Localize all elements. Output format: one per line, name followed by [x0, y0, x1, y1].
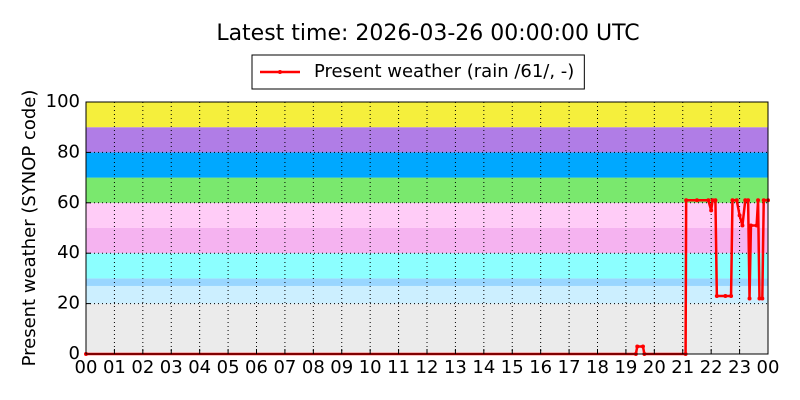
point [640, 344, 645, 349]
x-tick-label: 19 [614, 357, 637, 378]
x-tick-label: 11 [387, 357, 410, 378]
x-tick-label: 17 [558, 357, 581, 378]
bands [86, 102, 768, 354]
x-tick-label: 00 [75, 357, 98, 378]
x-tick-label: 06 [245, 357, 268, 378]
y-tick-label: 40 [57, 242, 80, 263]
x-tick-label: 03 [160, 357, 183, 378]
x-tick-label: 04 [188, 357, 211, 378]
point [729, 294, 734, 299]
x-tick-label: 13 [444, 357, 467, 378]
band [86, 152, 768, 178]
y-tick-label: 0 [69, 343, 80, 364]
y-tick-label: 80 [57, 141, 80, 162]
point [737, 213, 742, 218]
point [757, 296, 762, 301]
x-tick-label: 16 [529, 357, 552, 378]
point [747, 296, 752, 301]
x-tick-label: 10 [359, 357, 382, 378]
legend-marker [278, 70, 282, 74]
x-tick-label: 07 [273, 357, 296, 378]
x-tick-label: 05 [217, 357, 240, 378]
x-tick-label: 23 [728, 357, 751, 378]
plot-frame [85, 101, 769, 355]
point [748, 223, 753, 228]
y-tick-label: 100 [46, 91, 80, 112]
point [756, 198, 761, 203]
legend-label: Present weather (rain /61/, -) [314, 61, 574, 82]
band [86, 228, 768, 254]
x-tick-label: 09 [330, 357, 353, 378]
x-tick-label: 01 [103, 357, 126, 378]
point [713, 198, 718, 203]
point [746, 198, 751, 203]
x-tick-label: 15 [501, 357, 524, 378]
x-tick-label: 18 [586, 357, 609, 378]
point [635, 344, 640, 349]
x-tick-label: 20 [643, 357, 666, 378]
x-tick-label: 22 [700, 357, 723, 378]
x-tick-label: 12 [416, 357, 439, 378]
point [723, 294, 728, 299]
x-tick-label: 08 [302, 357, 325, 378]
legend: Present weather (rain /61/, -) [251, 54, 585, 90]
x-tick-label: 02 [131, 357, 154, 378]
band [86, 303, 768, 354]
x-tick-label: 14 [472, 357, 495, 378]
point [709, 208, 714, 213]
point [714, 294, 719, 299]
point [760, 296, 765, 301]
band [86, 127, 768, 153]
legend-box [251, 54, 585, 90]
point [754, 223, 759, 228]
point [743, 198, 748, 203]
point [730, 198, 735, 203]
point [734, 198, 739, 203]
y-tick-label: 60 [57, 192, 80, 213]
x-tick-label: 00 [757, 357, 780, 378]
x-tick-label: 21 [671, 357, 694, 378]
point [761, 198, 766, 203]
chart-title: Latest time: 2026-03-26 00:00:00 UTC [216, 21, 639, 46]
point [684, 198, 689, 203]
point [694, 198, 699, 203]
y-axis-label: Present weather (SYNOP code) [19, 90, 40, 367]
point [740, 223, 745, 228]
point [710, 198, 715, 203]
point [706, 198, 711, 203]
y-tick-label: 20 [57, 293, 80, 314]
